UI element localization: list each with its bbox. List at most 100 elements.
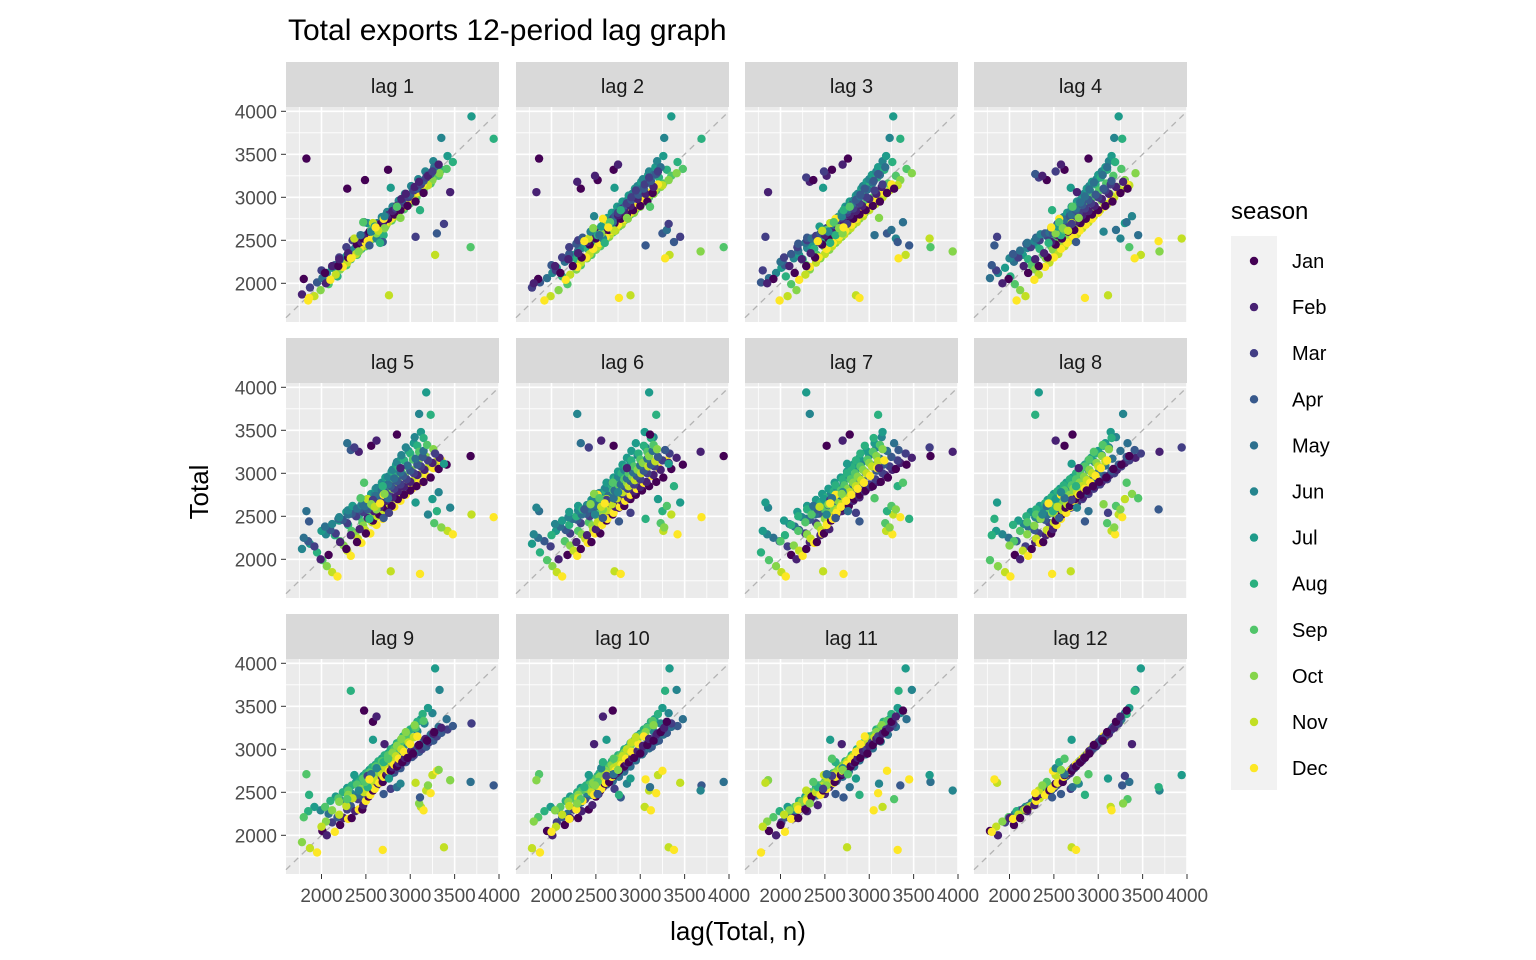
data-point [896,781,905,790]
data-point [837,739,846,749]
data-point [1107,176,1116,186]
data-point [598,214,608,223]
data-point [380,739,389,749]
data-point [805,799,814,808]
data-point [310,802,319,812]
data-point [297,837,307,847]
data-point [527,844,537,853]
data-point [573,177,582,187]
data-point [1047,223,1056,232]
data-point [557,810,567,819]
data-point [889,112,898,121]
data-point [614,790,624,800]
data-point [673,157,682,167]
legend-label: Dec [1292,758,1328,780]
data-point [1030,275,1039,285]
data-point [802,173,811,182]
data-point [1133,494,1143,503]
data-point [1051,436,1060,445]
data-point [413,732,422,741]
data-point [304,517,314,526]
data-point [1098,736,1107,745]
x-tick-label: 2000 [759,886,801,907]
data-point [437,133,446,143]
data-point [802,786,811,795]
data-point [764,826,774,836]
data-point [576,544,585,554]
data-point [948,247,957,256]
data-point [926,242,935,252]
data-point [1091,190,1100,199]
data-point [1127,739,1137,749]
data-point [776,820,785,830]
data-point [540,537,549,546]
data-point [856,190,865,199]
x-tick-label: 4000 [937,886,979,907]
data-point [855,293,864,303]
facet-strip-label: lag 8 [1059,352,1102,374]
data-point [412,482,421,491]
data-point [565,242,574,252]
data-point [783,292,792,301]
data-point [320,802,330,812]
data-point [350,234,359,243]
data-point [589,212,599,221]
data-point [842,843,852,852]
y-tick-label: 3000 [235,188,277,209]
data-point [786,249,796,259]
data-point [1155,247,1164,256]
data-point [807,510,816,519]
y-tick-label: 3000 [235,464,277,485]
data-point [719,777,728,787]
data-point [631,733,641,742]
data-point [302,770,311,779]
data-point [869,176,878,186]
data-point [414,409,424,419]
data-point [888,157,897,167]
data-point [885,523,894,532]
data-point [411,232,420,242]
data-point [875,197,885,206]
data-point [827,754,837,763]
data-point [359,478,369,487]
data-point [1080,517,1090,526]
data-point [873,410,883,420]
data-point [310,542,319,551]
data-point [426,788,435,798]
data-point [430,727,439,737]
data-point [1023,530,1032,539]
data-point [320,522,330,531]
data-point [992,498,1002,507]
data-point [646,806,656,815]
data-point [411,778,420,788]
data-point [662,501,672,511]
data-point [843,770,853,779]
data-point [327,818,337,827]
data-point [622,213,632,223]
legend-label: Oct [1292,666,1324,688]
data-point [322,561,332,571]
y-tick-label: 4000 [235,654,277,675]
data-point [367,441,376,450]
data-point [542,555,552,565]
data-point [847,490,856,499]
data-point [1038,781,1047,790]
legend-key [1249,763,1259,773]
data-point [1154,782,1163,792]
data-point [998,817,1007,826]
data-point [1023,238,1032,248]
data-point [1103,508,1113,518]
data-point [649,736,658,745]
legend-key [1249,671,1259,681]
data-point [896,134,905,144]
data-point [672,453,681,463]
x-tick-label: 4000 [708,886,750,907]
data-point [902,460,911,469]
data-point [1116,188,1125,198]
data-point [664,459,673,469]
data-point [1015,526,1025,536]
facet-strip [745,62,958,107]
data-point [881,151,891,161]
data-point [898,478,908,487]
data-point [411,454,420,463]
